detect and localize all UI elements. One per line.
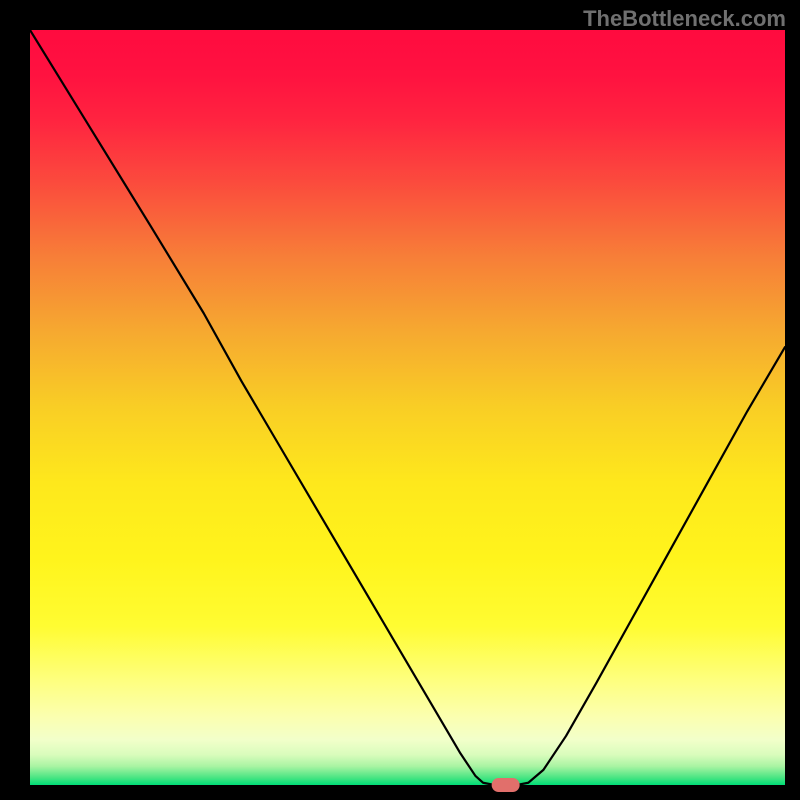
chart-background-gradient	[30, 30, 785, 785]
plot-svg	[0, 0, 800, 800]
bottleneck-chart: TheBottleneck.com	[0, 0, 800, 800]
optimum-marker	[492, 778, 520, 792]
